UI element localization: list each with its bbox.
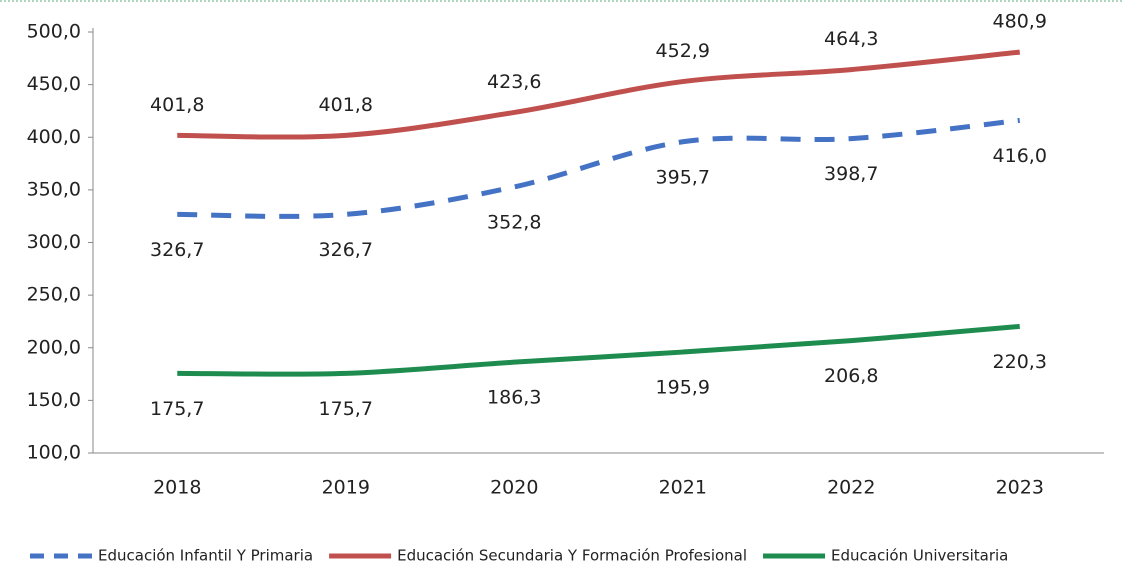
x-tick-label: 2019 xyxy=(322,477,370,499)
legend-label: Educación Infantil Y Primaria xyxy=(98,547,313,565)
x-tick-label: 2020 xyxy=(490,477,538,499)
data-label: 206,8 xyxy=(824,365,878,387)
data-label: 423,6 xyxy=(487,71,541,93)
series-line xyxy=(177,49,1021,140)
y-tick-label: 200,0 xyxy=(27,336,81,358)
y-tick-label: 350,0 xyxy=(27,178,81,200)
data-label: 352,8 xyxy=(487,211,541,233)
y-tick-label: 250,0 xyxy=(27,284,81,306)
x-tick-label: 2023 xyxy=(996,477,1044,499)
data-label: 464,3 xyxy=(824,28,878,50)
series-line xyxy=(177,323,1020,377)
x-tick-label: 2021 xyxy=(659,477,707,499)
data-label: 452,9 xyxy=(656,40,710,62)
y-tick-label: 500,0 xyxy=(27,21,81,43)
x-tick-label: 2018 xyxy=(153,477,201,499)
legend-label: Educación Secundaria Y Formación Profesi… xyxy=(397,547,747,565)
data-label: 220,3 xyxy=(993,351,1047,373)
data-label: 401,8 xyxy=(319,94,373,116)
x-tick-label: 2022 xyxy=(827,477,875,499)
data-label: 416,0 xyxy=(993,145,1047,167)
data-label: 401,8 xyxy=(150,94,204,116)
y-tick-label: 450,0 xyxy=(27,73,81,95)
data-label: 480,9 xyxy=(993,11,1047,33)
y-tick-label: 100,0 xyxy=(27,442,81,464)
data-label: 326,7 xyxy=(150,239,204,261)
data-label: 326,7 xyxy=(319,239,373,261)
data-label: 398,7 xyxy=(824,163,878,185)
data-label: 175,7 xyxy=(150,398,204,420)
legend-label: Educación Universitaria xyxy=(831,547,1008,565)
y-tick-label: 150,0 xyxy=(27,389,81,411)
y-tick-label: 300,0 xyxy=(27,231,81,253)
data-label: 186,3 xyxy=(487,387,541,409)
y-tick-label: 400,0 xyxy=(27,126,81,148)
data-label: 175,7 xyxy=(319,398,373,420)
data-label: 395,7 xyxy=(656,166,710,188)
data-label: 195,9 xyxy=(656,377,710,399)
